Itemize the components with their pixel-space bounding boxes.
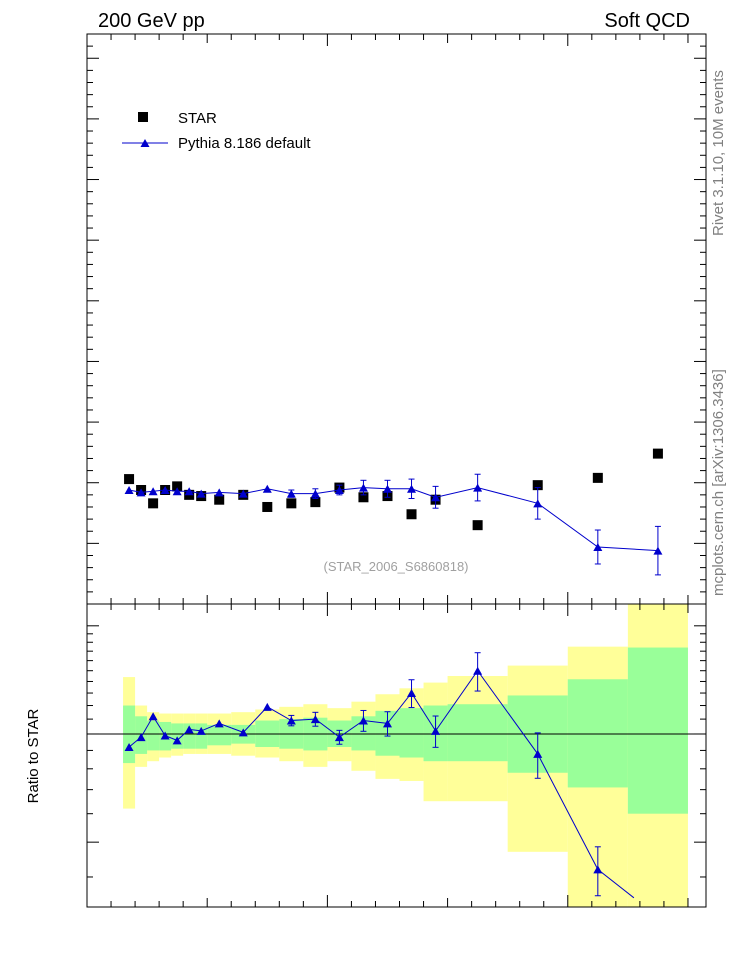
mc-point bbox=[593, 543, 603, 551]
legend-data-label: STAR bbox=[178, 110, 217, 127]
mc-point bbox=[431, 493, 441, 502]
rivet-info: Rivet 3.1.10, 10M events bbox=[710, 70, 727, 236]
star-point bbox=[472, 520, 483, 531]
ratio-mc-point bbox=[593, 865, 603, 874]
ratio-band-inner bbox=[207, 724, 232, 746]
star-point bbox=[286, 498, 297, 509]
star-point bbox=[406, 509, 417, 520]
mc-point bbox=[238, 489, 248, 498]
ratio-band-inner bbox=[627, 647, 688, 814]
star-point bbox=[532, 480, 543, 491]
ratio-mc-point bbox=[533, 749, 543, 758]
ratio-frame bbox=[86, 603, 707, 908]
ratio-mc-point bbox=[431, 726, 441, 735]
star-point bbox=[214, 494, 225, 505]
legend-mc-label: Pythia 8.186 default bbox=[178, 135, 311, 152]
mcplots-info: mcplots.cern.ch [arXiv:1306.3436] bbox=[710, 369, 727, 596]
ratio-band-inner bbox=[399, 708, 424, 758]
mc-point bbox=[310, 489, 320, 498]
ratio-mc-point bbox=[334, 733, 344, 742]
mc-point bbox=[196, 489, 206, 498]
mc-point bbox=[262, 484, 272, 493]
star-point bbox=[592, 472, 603, 483]
header-right: Soft QCD bbox=[604, 10, 690, 32]
legend: STAR Pythia 8.186 default bbox=[122, 110, 311, 152]
ratio-mc-point bbox=[124, 742, 134, 751]
ratio-mc-point bbox=[310, 715, 320, 724]
mc-point bbox=[653, 546, 663, 555]
mc-point bbox=[172, 487, 182, 496]
mc-line bbox=[129, 487, 658, 552]
ratio-mc-point bbox=[407, 689, 417, 698]
mc-point bbox=[382, 484, 392, 493]
ratio-mc-point bbox=[196, 726, 206, 735]
analysis-watermark: (STAR_2006_S6860818) bbox=[323, 559, 468, 574]
mc-point bbox=[286, 489, 296, 498]
mc-point bbox=[124, 486, 134, 494]
mc-point bbox=[533, 499, 543, 508]
star-point bbox=[310, 497, 321, 508]
ratio-panel-data bbox=[124, 652, 635, 899]
star-point bbox=[148, 498, 159, 509]
mc-point bbox=[334, 486, 344, 494]
ratio-mc-point bbox=[136, 733, 146, 742]
main-panel-data bbox=[124, 448, 663, 576]
ratio-mc-point bbox=[238, 728, 248, 737]
ratio-mc-point bbox=[214, 719, 224, 728]
ratio-band-inner bbox=[447, 704, 508, 762]
mc-point bbox=[148, 487, 158, 496]
mc-point bbox=[358, 483, 368, 492]
ratio-mc-point bbox=[286, 716, 296, 725]
star-point bbox=[652, 448, 663, 459]
mc-point bbox=[214, 488, 224, 497]
legend-data-marker bbox=[138, 112, 148, 122]
ratio-mc-point bbox=[358, 716, 368, 725]
mc-point bbox=[136, 488, 146, 497]
ratio-mc-point bbox=[262, 702, 272, 711]
mc-point bbox=[184, 487, 194, 496]
legend-mc-marker bbox=[140, 139, 150, 147]
ratio-band-inner bbox=[147, 720, 160, 751]
star-point bbox=[172, 481, 183, 492]
ratio-mc-point bbox=[160, 731, 170, 740]
ratio-mc-point bbox=[473, 666, 483, 675]
mc-point bbox=[473, 483, 483, 492]
ratio-panel-axes bbox=[86, 603, 707, 908]
star-point bbox=[124, 474, 135, 485]
ratio-ylabel: Ratio to STAR bbox=[25, 708, 42, 803]
ratio-mc-point bbox=[184, 725, 194, 734]
star-point bbox=[358, 492, 369, 503]
mc-point bbox=[407, 484, 417, 493]
ratio-mc-point bbox=[172, 736, 182, 745]
star-point bbox=[262, 501, 273, 512]
ratio-mc-point bbox=[382, 719, 392, 728]
mc-point bbox=[160, 486, 170, 494]
header-left: 200 GeV pp bbox=[98, 10, 205, 32]
ratio-uncertainty-bands bbox=[123, 604, 688, 907]
ratio-mc-point bbox=[148, 712, 158, 721]
ratio-band-inner bbox=[567, 679, 628, 788]
